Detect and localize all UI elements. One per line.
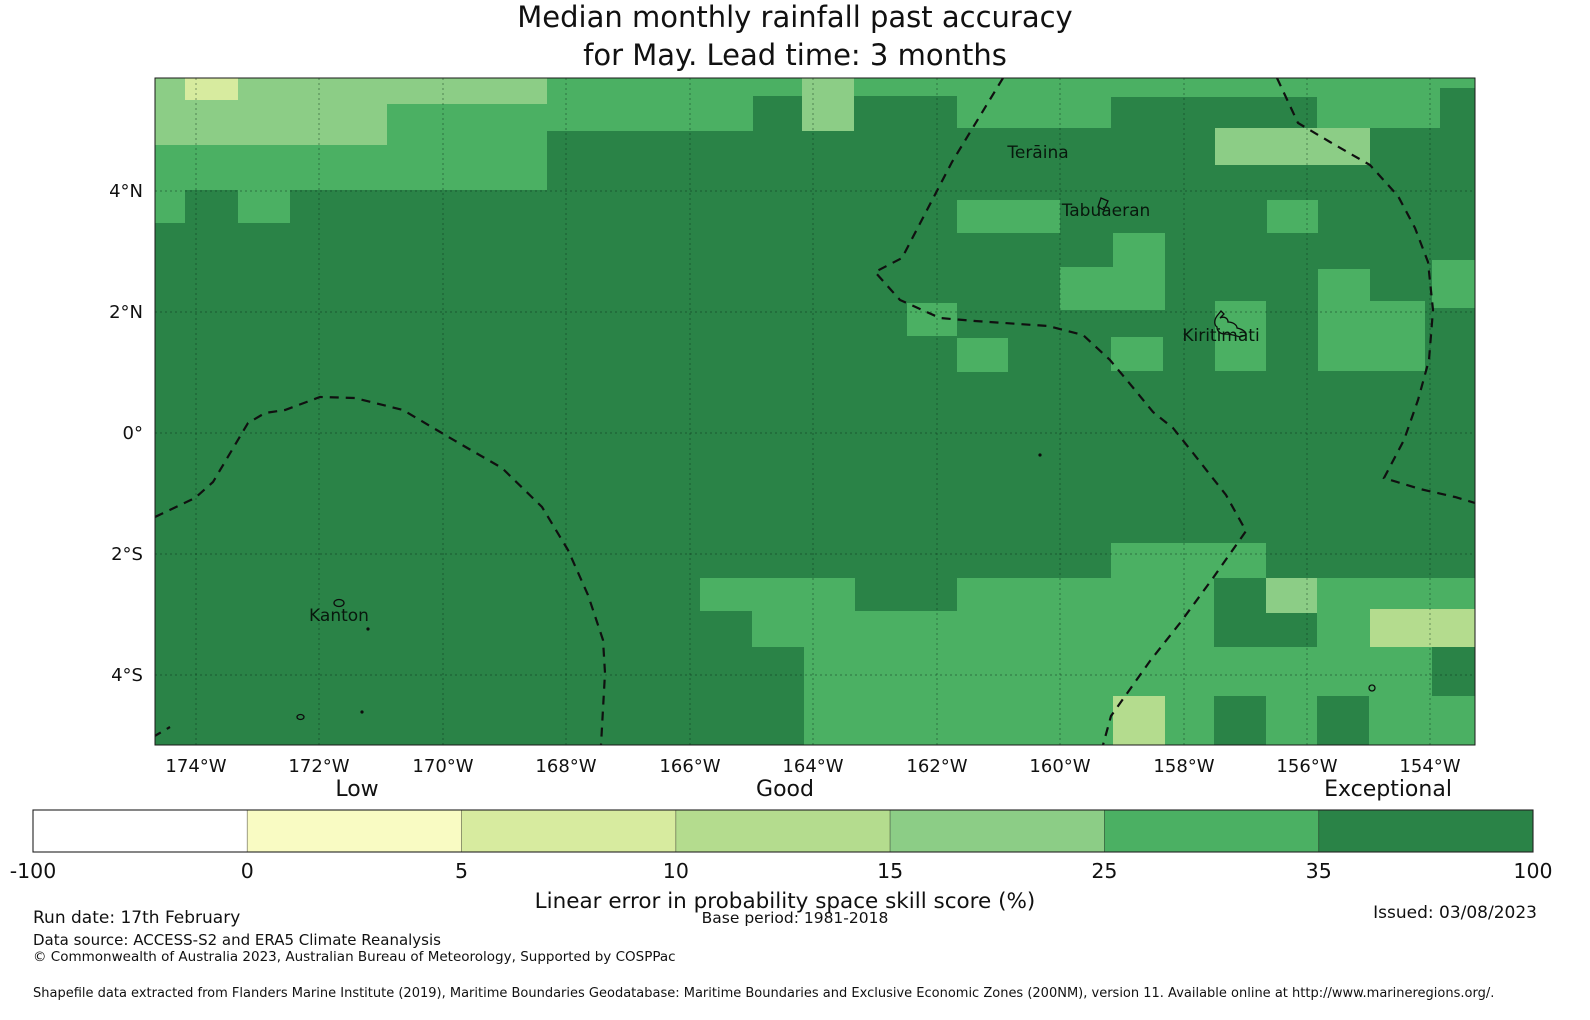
map-frame [154, 77, 1476, 746]
colorbar-segment [1104, 809, 1320, 853]
colorbar-tick-label: 35 [1306, 859, 1332, 883]
map-cell [1060, 267, 1165, 310]
x-axis-tick-label: 170°W [412, 756, 473, 777]
map-cell [957, 338, 1008, 372]
x-axis-tick-label: 168°W [535, 756, 596, 777]
map-cell [1214, 696, 1266, 745]
map-layer: Terāina Tabuaeran Kiritimati Kanton [155, 78, 1475, 745]
colorbar-frame [32, 809, 1534, 853]
island-dot [1038, 453, 1042, 457]
colorbar-tick-label: 25 [1091, 859, 1117, 883]
tabuaeran-islet [1097, 197, 1109, 211]
colorbar-segment [246, 809, 462, 853]
x-axis-tick-label: 160°W [1029, 756, 1090, 777]
map-cell [1215, 128, 1370, 165]
colorbar-segment [461, 809, 677, 853]
map-cell [1267, 200, 1318, 233]
colorbar-segment [1318, 809, 1534, 853]
place-label: Kiritimati [1182, 326, 1259, 346]
base-period-text: Base period: 1981-2018 [701, 909, 889, 927]
shapefile-credit-text: Shapefile data extracted from Flanders M… [33, 986, 1495, 1001]
x-axis-tick-label: 162°W [906, 756, 967, 777]
island-dot [366, 627, 370, 631]
colorbar-tick-label: -100 [10, 859, 57, 883]
chart-title-line-2: for May. Lead time: 3 months [583, 38, 1007, 72]
copyright-text: © Commonwealth of Australia 2023, Austra… [33, 949, 676, 965]
map-cell [1317, 696, 1369, 745]
map-cell [1432, 647, 1475, 696]
map-cell [1440, 88, 1475, 128]
map-cell [1111, 337, 1163, 371]
data-source-text: Data source: ACCESS-S2 and ERA5 Climate … [33, 931, 441, 949]
x-axis-tick-label: 172°W [288, 756, 349, 777]
colorbar-tick-label: 0 [241, 859, 254, 883]
map-cell [957, 200, 1060, 233]
map-cell [1111, 543, 1266, 578]
skill-category-label: Good [756, 777, 814, 802]
colorbar-segment [675, 809, 891, 853]
colorbar-tick-label: 10 [663, 859, 689, 883]
x-axis-tick-label: 158°W [1153, 756, 1214, 777]
x-axis-tick-label: 166°W [659, 756, 720, 777]
colorbar-segment [32, 809, 248, 853]
map-cell [1370, 609, 1475, 647]
map-cell [700, 578, 855, 611]
map-cell [238, 190, 290, 223]
y-axis-tick-label: 4°S [111, 665, 143, 686]
chart-title-line-1: Median monthly rainfall past accuracy [517, 0, 1073, 34]
map-cell [1432, 260, 1475, 308]
eez-boundary-line [155, 726, 171, 738]
map-cell [1318, 301, 1425, 371]
y-axis-tick-label: 2°N [109, 302, 143, 323]
x-axis-tick-label: 164°W [782, 756, 843, 777]
map-cell [185, 78, 238, 100]
island-dot [360, 710, 364, 714]
map-cell [155, 190, 185, 223]
place-label: Terāina [1006, 143, 1068, 163]
x-axis-tick-label: 154°W [1399, 756, 1460, 777]
small-islet-2 [1368, 684, 1376, 692]
skill-category-label: Exceptional [1324, 777, 1452, 802]
y-axis-tick-label: 2°S [111, 544, 143, 565]
place-label: Kanton [309, 606, 369, 626]
map-cell [1113, 696, 1165, 745]
kiritimati-island [1214, 310, 1247, 338]
colorbar-segment [889, 809, 1105, 853]
place-label: Tabuaeran [1061, 201, 1151, 221]
eez-boundary-line [1276, 78, 1475, 505]
map-cell [854, 96, 957, 131]
map-cell [387, 78, 547, 104]
map-cell [753, 96, 805, 131]
x-axis-tick-label: 174°W [165, 756, 226, 777]
eez-boundary-line [155, 395, 607, 745]
colorbar-tick-label: 15 [877, 859, 903, 883]
map-cell [1113, 233, 1165, 267]
small-islet-1 [296, 713, 305, 721]
map-cell [1266, 578, 1317, 613]
run-date-text: Run date: 17th February [33, 908, 241, 928]
y-axis-tick-label: 4°N [109, 181, 143, 202]
map-cell [802, 78, 854, 131]
colorbar-tick-label: 100 [1513, 859, 1552, 883]
colorbar-tick-label: 5 [455, 859, 468, 883]
map-cell [752, 611, 1475, 647]
skill-category-label: Low [335, 777, 378, 802]
kanton-atoll [333, 598, 345, 608]
x-axis-tick-label: 156°W [1276, 756, 1337, 777]
colorbar-axis-label: Linear error in probability space skill … [535, 889, 1036, 914]
map-cell [1111, 97, 1317, 128]
issued-date-text: Issued: 03/08/2023 [1373, 903, 1537, 923]
y-axis-tick-label: 0° [123, 423, 143, 444]
